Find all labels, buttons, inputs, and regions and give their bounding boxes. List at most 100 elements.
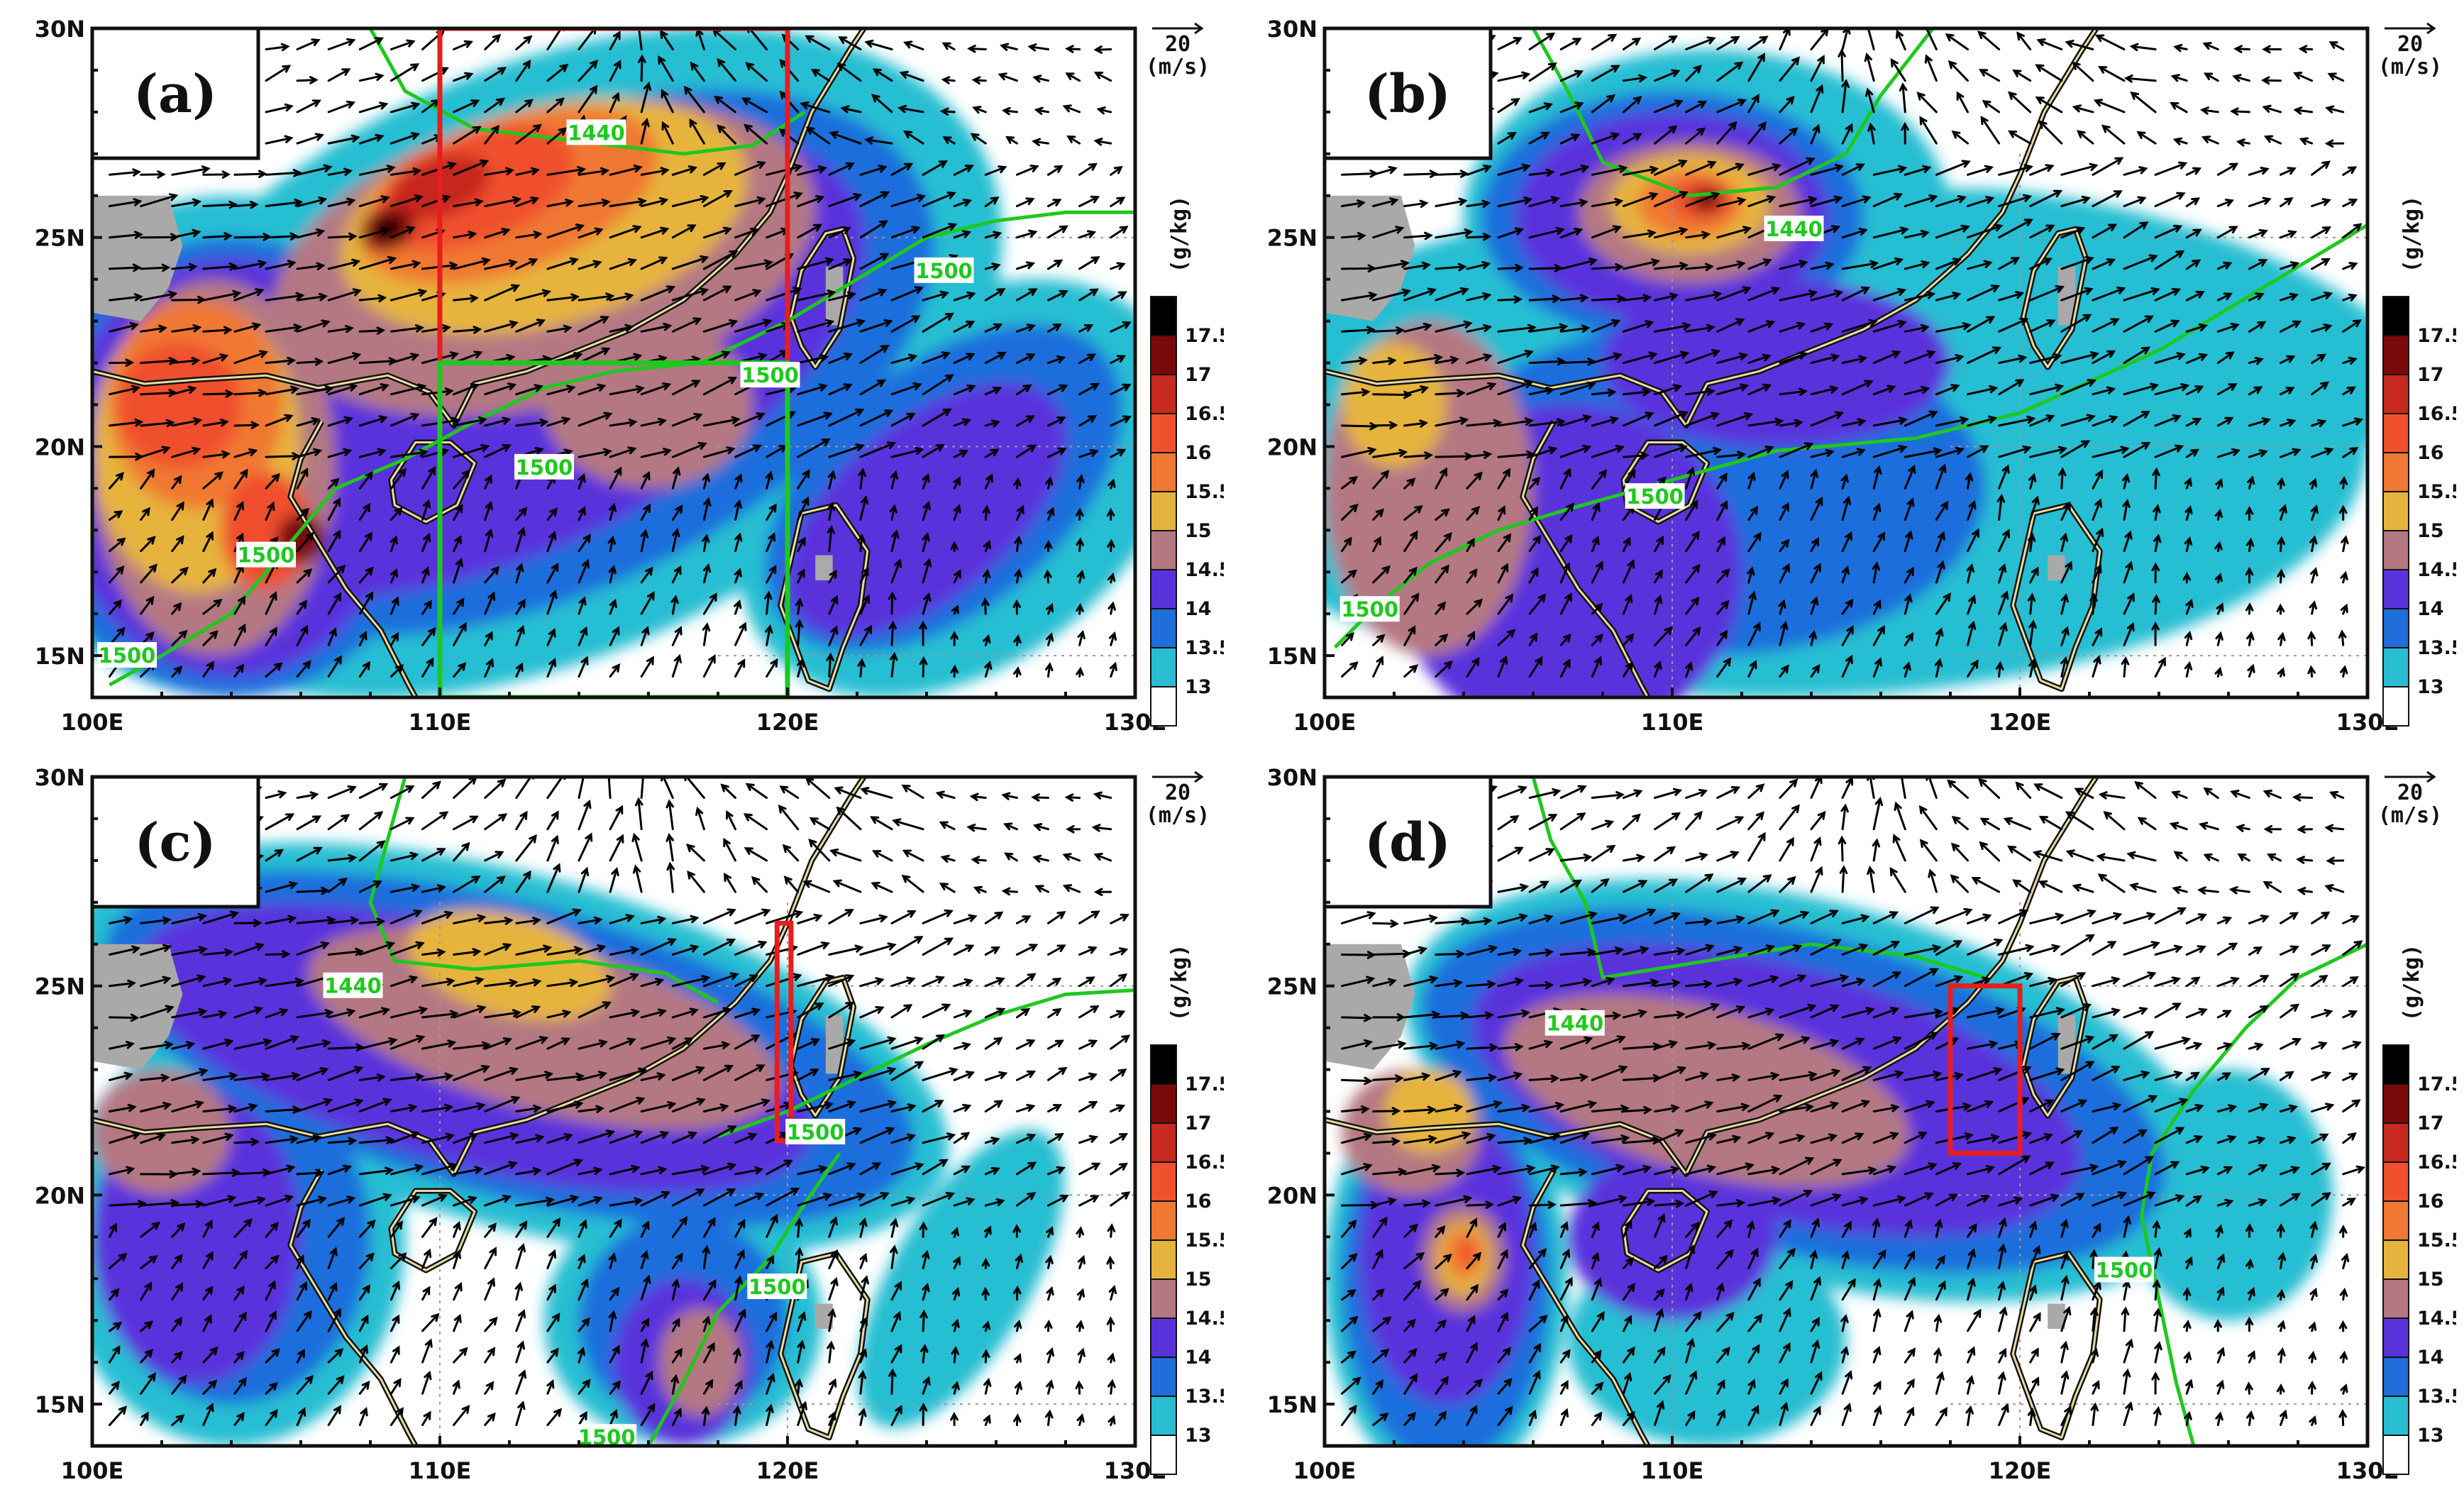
lat-lon-grid (1672, 153, 2368, 697)
contour-label: 1500 (915, 259, 973, 283)
contour-label: 1500 (741, 363, 799, 387)
y-tick-label: 30N (35, 16, 85, 43)
colorbar-swatch (1150, 296, 1177, 336)
contour-label: 1500 (748, 1275, 806, 1299)
colorbar-swatch (2382, 1396, 2409, 1436)
colorbar-swatch (1150, 1083, 1177, 1124)
svg-text:(m/s): (m/s) (1146, 803, 1210, 828)
colorbar-swatch (2382, 413, 2409, 453)
contour-label: 1500 (578, 1425, 636, 1449)
colorbar-level-label: 17.5 (2417, 325, 2456, 347)
colorbar-swatch (2382, 686, 2409, 727)
colorbar-swatch (1150, 569, 1177, 609)
panel-label: (b) (1322, 26, 1493, 160)
colorbar: 17.5 17 16.5 16 15.5 15 14.5 14 13.5 13 (1150, 1044, 1224, 1475)
colorbar-level-label: 14 (2417, 598, 2444, 620)
wind-vectors (109, 28, 1132, 678)
coastline (1325, 777, 2103, 1446)
x-tick-label: 110E (409, 1457, 472, 1484)
axis-ticks (91, 775, 1137, 1446)
colorbar-swatch (2382, 647, 2409, 687)
colorbar-swatch (1150, 1122, 1177, 1163)
y-tick-label: 20N (35, 433, 85, 460)
colorbar-swatch (1150, 1239, 1177, 1280)
colorbar-level-label: 15 (2417, 520, 2444, 542)
contour-labels: 1440 1500 1500 1500 (323, 972, 846, 1449)
colorbar-level-label: 17 (2417, 1112, 2444, 1134)
colorbar-level-label: 15 (1185, 520, 1212, 542)
map-a: 1440 1500 1500 1500 1500 1500 (a) 100E 110E 120E 1… (35, 16, 1224, 736)
contour-label: 1500 (516, 455, 573, 480)
colorbar: 17.5 17 16.5 16 15.5 15 14.5 14 13.5 13 (1150, 296, 1224, 727)
colorbar-swatch (2382, 1161, 2409, 1202)
panel-label: (d) (1322, 775, 1493, 909)
svg-text:(a): (a) (133, 64, 217, 125)
colorbar-level-label: 13.5 (1185, 1386, 1224, 1408)
colorbar-level-label: 17 (1185, 364, 1212, 386)
x-tick-label: 120E (756, 709, 819, 736)
contour-label: 1440 (1765, 217, 1823, 241)
svg-text:(c): (c) (134, 812, 216, 873)
colorbar-swatch (1150, 413, 1177, 453)
map-area: 1440 1500 1500 1500 (92, 777, 1135, 1449)
colorbar-unit: (g/kg) (1167, 196, 1192, 272)
y-tick-label: 30N (1267, 16, 1317, 43)
colorbar-level-label: 13 (2417, 676, 2444, 698)
colorbar-level-label: 14 (1185, 598, 1212, 620)
colorbar-unit: (g/kg) (2399, 944, 2424, 1021)
colorbar-level-label: 13 (1185, 676, 1212, 698)
colorbar-level-label: 15.5 (2417, 1230, 2456, 1252)
colorbar-swatch (1150, 1200, 1177, 1241)
panel-d: 1440 1500 (d) 100E 110E 120E 130E 30N 25N 20N 15N 2… (1232, 748, 2456, 1497)
panel-c: 1440 1500 1500 1500 (c) 100E 110E 120E 130E 30N 25… (0, 748, 1224, 1497)
x-tick-label: 110E (409, 709, 472, 736)
svg-text:20: 20 (1165, 780, 1190, 805)
reference-vector: 20(m/s) (1146, 22, 1210, 79)
y-tick-label: 25N (35, 973, 85, 1000)
x-tick-label: 100E (1293, 709, 1357, 736)
svg-text:20: 20 (2397, 780, 2423, 805)
map-area: 1440 1500 1500 1500 1500 1500 (92, 28, 1135, 697)
y-tick-label: 20N (35, 1182, 85, 1209)
analysis-box-2 (437, 360, 790, 697)
y-tick-label: 15N (1267, 643, 1317, 670)
svg-text:(d): (d) (1364, 812, 1451, 873)
colorbar-swatch (2382, 374, 2409, 414)
colorbar-swatch (2382, 491, 2409, 531)
svg-text:(m/s): (m/s) (1146, 55, 1210, 79)
svg-text:(b): (b) (1364, 64, 1451, 125)
colorbar-level-label: 15.5 (1185, 481, 1224, 503)
svg-text:20: 20 (2397, 32, 2423, 57)
colorbar-level-label: 14.5 (2417, 559, 2456, 581)
analysis-box-1 (774, 920, 794, 1144)
reference-vector: 20(m/s) (2378, 770, 2442, 828)
colorbar-level-label: 16.5 (1185, 403, 1224, 425)
colorbar-swatch (2382, 1435, 2409, 1475)
colorbar-swatch (1150, 374, 1177, 414)
contour-label: 1500 (1341, 597, 1398, 622)
panel-b: 1440 1500 1500 (b) 100E 110E 120E 130E 30N 25N 20N… (1232, 0, 2456, 748)
y-tick-label: 25N (1267, 973, 1317, 1000)
contour-labels: 1440 1500 1500 1500 1500 1500 (97, 119, 974, 668)
colorbar-level-label: 16.5 (1185, 1151, 1224, 1173)
x-tick-label: 120E (1989, 709, 2052, 736)
colorbar-swatch (2382, 296, 2409, 336)
lat-lon-grid (1672, 902, 2368, 1446)
colorbar-level-label: 14.5 (1185, 1308, 1224, 1330)
y-tick-label: 20N (1267, 1182, 1317, 1209)
colorbar-swatch (1150, 1357, 1177, 1397)
colorbar-level-label: 16 (1185, 442, 1212, 464)
colorbar-unit: (g/kg) (1167, 944, 1192, 1021)
colorbar-level-label: 14.5 (1185, 559, 1224, 581)
colorbar-swatch (1150, 491, 1177, 531)
colorbar-level-label: 15.5 (1185, 1230, 1224, 1252)
colorbar-level-label: 17 (1185, 1112, 1212, 1134)
contour-label: 1500 (238, 543, 295, 568)
panel-label: (c) (90, 775, 260, 909)
colorbar-swatch (1150, 686, 1177, 727)
x-tick-label: 100E (61, 1457, 124, 1484)
colorbar-level-label: 16.5 (2417, 1151, 2456, 1173)
colorbar-level-label: 13.5 (2417, 1386, 2456, 1408)
colorbar-level-label: 14 (2417, 1347, 2444, 1369)
